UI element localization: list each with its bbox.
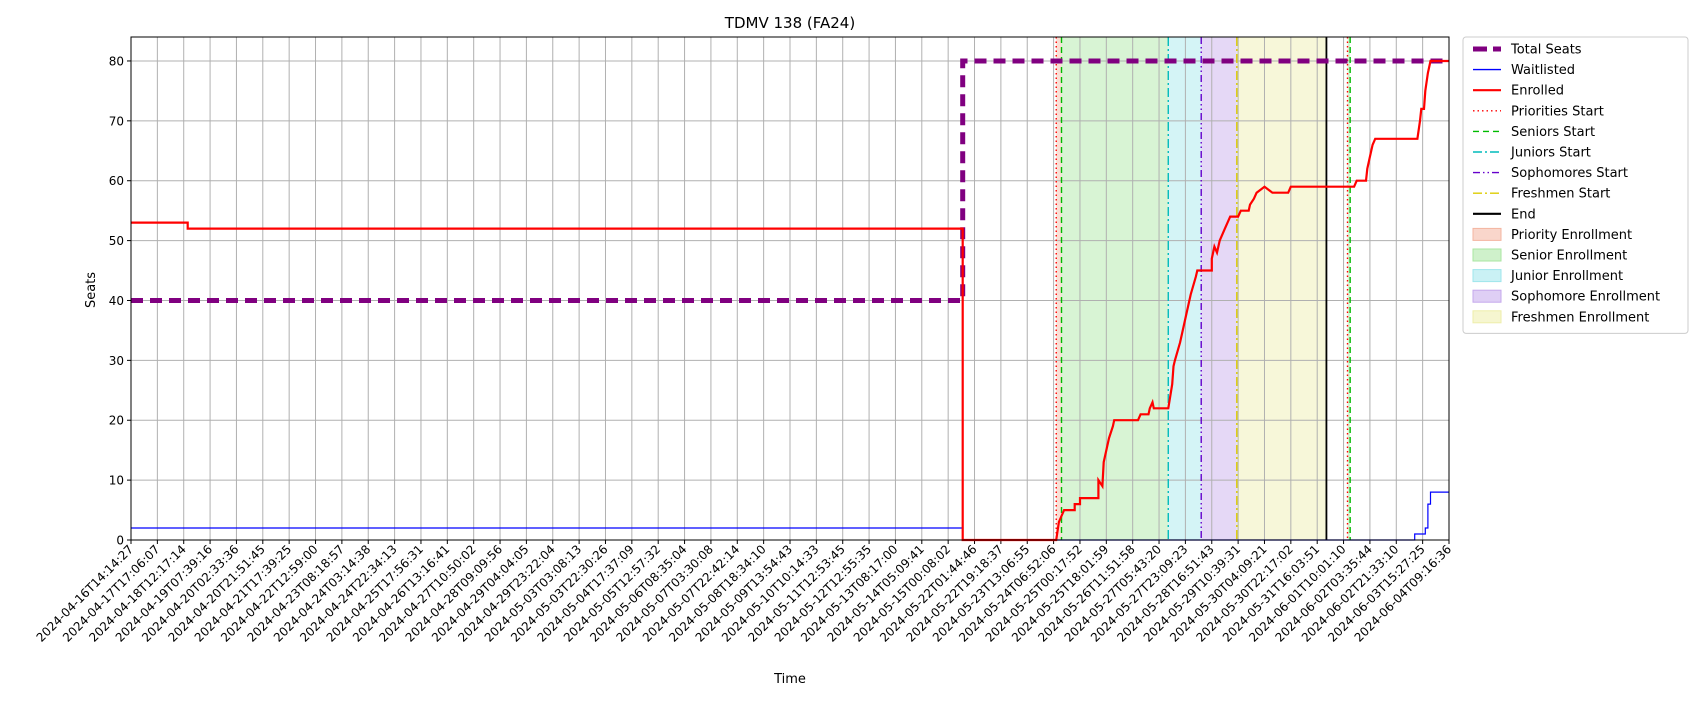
shaded-region-junior-enrollment <box>1168 37 1202 540</box>
x-axis-label: Time <box>773 672 806 687</box>
legend-item-priority-enrollment-label: Priority Enrollment <box>1511 228 1632 243</box>
chart-title: TDMV 138 (FA24) <box>724 14 855 32</box>
series-total-seats <box>131 58 1449 303</box>
y-tick-label: 30 <box>109 354 124 368</box>
shaded-region-senior-enrollment <box>1061 37 1169 540</box>
legend-item-total-seats-label: Total Seats <box>1510 43 1582 58</box>
legend-item-freshmen-enrollment-label: Freshmen Enrollment <box>1511 310 1649 325</box>
series-enrolled <box>131 59 1449 542</box>
legend-item-junior-enrollment-label: Junior Enrollment <box>1510 269 1623 284</box>
shaded-region-sophomore-enrollment <box>1201 37 1237 540</box>
legend-item-freshmen-start-label: Freshmen Start <box>1511 187 1610 202</box>
legend-item-senior-enrollment-swatch <box>1472 248 1502 262</box>
shaded-region-priority-enrollment <box>1056 37 1062 540</box>
legend-item-juniors-start-label: Juniors Start <box>1510 146 1591 161</box>
legend: Total Seats Waitlisted Enrolled Priorities … <box>1462 36 1689 334</box>
legend-item-end-label: End <box>1511 207 1536 222</box>
legend-item-senior-enrollment-label: Senior Enrollment <box>1511 249 1627 264</box>
legend-item-priorities-start-label: Priorities Start <box>1511 104 1604 119</box>
plot-area: 2024-04-16T14:14:272024-04-17T17:06:0720… <box>34 36 1454 645</box>
y-tick-label: 70 <box>109 114 124 128</box>
legend-item-sophomores-start-label: Sophomores Start <box>1511 166 1628 181</box>
y-tick-label: 40 <box>109 294 124 308</box>
legend-box <box>1462 36 1689 334</box>
legend-item-waitlisted-label: Waitlisted <box>1511 63 1575 78</box>
legend-item-priority-enrollment-swatch <box>1472 227 1502 241</box>
shaded-region-extra-5 <box>1347 37 1351 540</box>
y-tick-label: 60 <box>109 174 124 188</box>
legend-item-sophomore-enrollment-swatch <box>1472 289 1502 303</box>
axes-frame <box>130 36 1450 541</box>
y-tick-label: 80 <box>109 54 124 68</box>
legend-item-seniors-start-label: Seniors Start <box>1511 125 1595 140</box>
legend-item-sophomore-enrollment-label: Sophomore Enrollment <box>1511 290 1660 305</box>
shaded-region-freshmen-enrollment <box>1236 37 1327 540</box>
y-axis-label: Seats <box>84 272 99 308</box>
y-tick-label: 0 <box>116 534 124 548</box>
y-tick-label: 50 <box>109 234 124 248</box>
y-tick-label: 10 <box>109 474 124 488</box>
legend-item-enrolled-label: Enrolled <box>1511 84 1564 99</box>
legend-item-junior-enrollment-swatch <box>1472 269 1502 283</box>
y-tick-label: 20 <box>109 414 124 428</box>
legend-item-freshmen-enrollment-swatch <box>1472 310 1502 324</box>
